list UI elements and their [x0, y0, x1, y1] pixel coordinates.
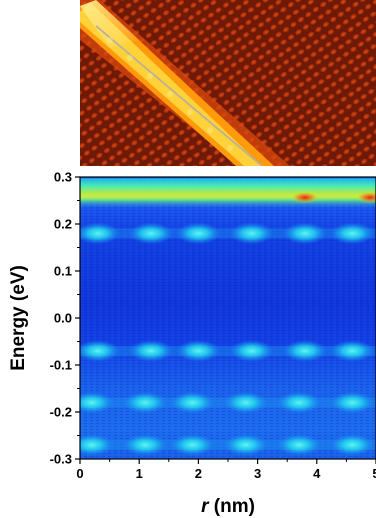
x-tick-label: 2 [195, 466, 202, 481]
topography-panel [80, 0, 376, 166]
x-axis: 0 1 2 3 4 5 [76, 459, 376, 481]
y-tick-label: 0.1 [54, 264, 72, 279]
y-tick-label: -0.3 [50, 452, 72, 467]
x-tick-label: 0 [76, 466, 83, 481]
band-maximum [129, 222, 174, 245]
band-maximum [170, 433, 215, 456]
band-maximum [229, 222, 274, 245]
x-tick-label: 4 [313, 466, 321, 481]
heatmap-plot [80, 177, 376, 459]
y-axis: 0.3 0.2 0.1 0.0 -0.1 -0.2 -0.3 [50, 170, 80, 467]
band-maximum [330, 222, 375, 245]
band-maximum [277, 433, 322, 456]
band-maximum [80, 339, 120, 362]
band-maximum [330, 391, 375, 414]
band-maximum [176, 339, 221, 362]
y-axis-label: Energy (eV) [8, 265, 29, 371]
band-maximum [223, 391, 268, 414]
x-axis-label-unit: (nm) [208, 496, 254, 517]
x-axis-label: r (nm) [201, 496, 255, 517]
band-maximum [80, 391, 114, 414]
band-stripe [80, 345, 376, 356]
y-tick-label: -0.2 [50, 405, 72, 420]
band-maximum [277, 391, 322, 414]
topography-step-highlight [80, 0, 140, 48]
heatmap-bands [80, 178, 376, 456]
band-maximum [123, 391, 168, 414]
band-maximum [80, 222, 120, 245]
x-tick-label: 1 [136, 466, 143, 481]
band-maximum [282, 339, 327, 362]
step-lattice [107, 37, 233, 151]
heatmap-panel: 0.3 0.2 0.1 0.0 -0.1 -0.2 -0.3 0 1 2 3 4 5 Energy (… [8, 170, 376, 517]
y-tick-label: 0.3 [54, 170, 72, 185]
y-tick-label: 0.2 [54, 217, 72, 232]
band-maximum [123, 433, 168, 456]
heatmap-texture [80, 177, 376, 459]
band-maximum [170, 391, 215, 414]
band-continuous-peak [80, 194, 376, 199]
x-tick-label: 3 [254, 466, 261, 481]
band-maximum [330, 339, 375, 362]
x-axis-label-variable: r [201, 496, 210, 517]
y-tick-label: 0.0 [54, 311, 72, 326]
band-continuous [80, 178, 376, 209]
band-maximum [223, 433, 268, 456]
topography-profile-line [95, 25, 263, 166]
band-red-spot [290, 191, 319, 204]
band-maximum [282, 222, 327, 245]
band-maximum [176, 222, 221, 245]
x-tick-label: 5 [372, 466, 376, 481]
band-maximum [229, 339, 274, 362]
band-maximum [129, 339, 174, 362]
band-red-spot [356, 191, 376, 204]
band-maximum [330, 433, 375, 456]
band-stripe [80, 228, 376, 239]
band-maximum [80, 433, 114, 456]
y-tick-label: -0.1 [50, 358, 72, 373]
